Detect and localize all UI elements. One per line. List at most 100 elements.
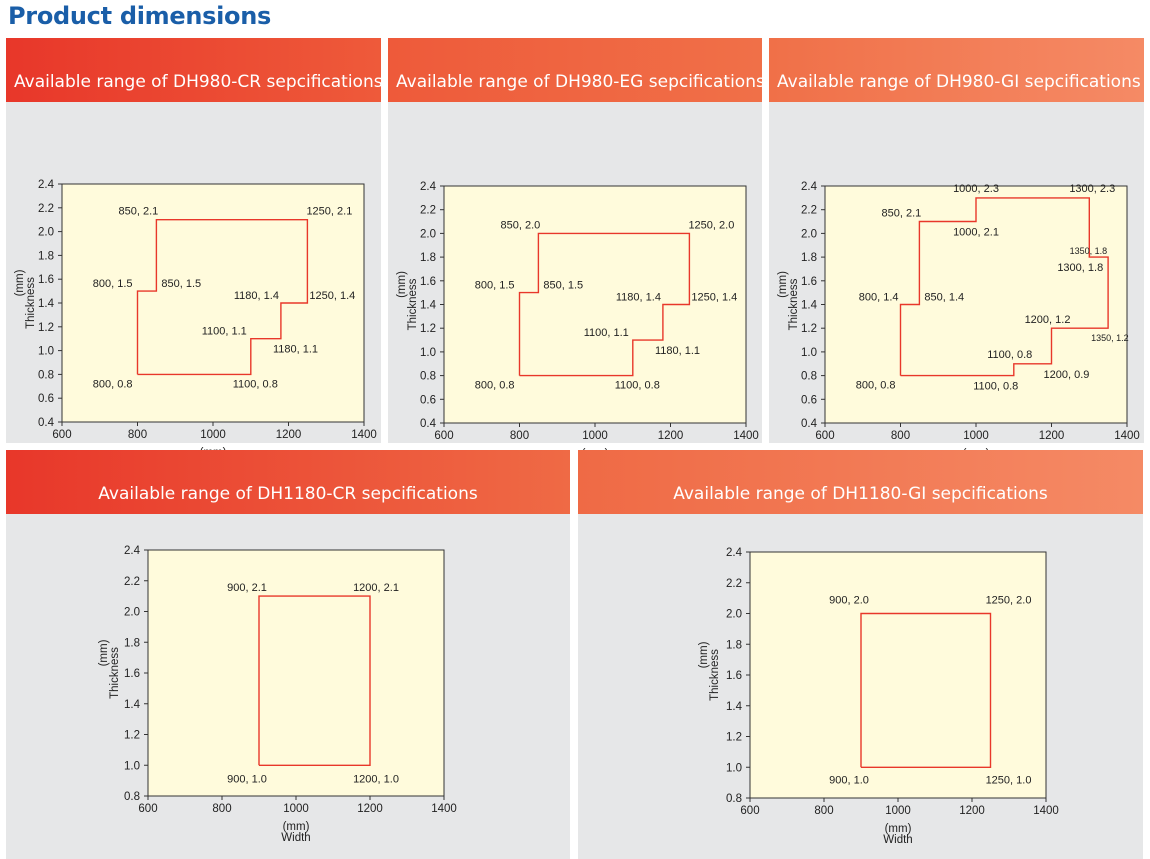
y-tick-label: 2.2 xyxy=(420,205,436,217)
y-tick-label: 1.2 xyxy=(420,323,436,335)
y-tick-label: 2.0 xyxy=(124,607,140,619)
y-axis-label: Thickness xyxy=(709,649,721,701)
y-tick-label: 2.0 xyxy=(420,228,436,240)
y-axis-label-unit: (mm) xyxy=(14,269,26,296)
point-label: 850, 2.1 xyxy=(118,206,158,218)
point-label: 1200, 1.2 xyxy=(1025,314,1071,326)
y-axis-label-unit: (mm) xyxy=(698,641,710,668)
y-tick-label: 1.0 xyxy=(420,347,436,359)
plot-area xyxy=(443,185,747,424)
y-tick-label: 1.6 xyxy=(801,276,817,288)
x-tick-label: 600 xyxy=(434,430,453,442)
point-label: 1250, 2.1 xyxy=(306,206,352,218)
range-outline xyxy=(860,612,992,768)
x-tick-label: 600 xyxy=(52,429,71,441)
x-tick-label: 1200 xyxy=(658,430,684,442)
point-label: 900, 1.0 xyxy=(227,773,267,785)
x-tick-label: 1400 xyxy=(1114,430,1140,442)
range-outline xyxy=(136,219,309,376)
y-tick-label: 2.2 xyxy=(726,578,742,590)
point-label: 1180, 1.1 xyxy=(655,345,700,357)
x-tick-label: 1000 xyxy=(885,805,911,817)
x-tick-label: 1000 xyxy=(582,430,608,442)
point-label: 1250, 1.4 xyxy=(309,290,355,302)
point-label: 850, 2.0 xyxy=(500,219,540,231)
chart-panel-dh1180-cr: Available range of DH1180-CR sepcificati… xyxy=(6,450,570,859)
y-axis-label-unit: (mm) xyxy=(98,639,110,666)
y-tick-label: 0.8 xyxy=(38,369,54,381)
point-label: 1100, 1.1 xyxy=(202,326,247,338)
range-outline xyxy=(258,595,371,766)
plot-area xyxy=(61,183,365,423)
y-tick-label: 1.2 xyxy=(38,322,54,334)
point-label: 850, 1.5 xyxy=(161,278,201,290)
y-tick-label: 1.8 xyxy=(124,637,140,649)
chart-header: Available range of DH980-EG sepcificatio… xyxy=(388,38,765,102)
y-tick-label: 2.4 xyxy=(801,181,818,193)
point-label: 1300, 1.8 xyxy=(1057,262,1103,274)
point-label: 1250, 1.0 xyxy=(986,774,1032,786)
point-label: 1100, 0.8 xyxy=(987,349,1032,361)
plot-area xyxy=(824,185,1128,424)
y-tick-label: 1.4 xyxy=(420,300,437,312)
chart-title: Available range of DH1180-CR sepcificati… xyxy=(98,484,478,504)
y-tick-label: 2.2 xyxy=(801,205,817,217)
y-tick-label: 0.8 xyxy=(124,791,140,803)
y-tick-label: 1.0 xyxy=(801,347,817,359)
chart-header: Available range of DH980-CR sepcificatio… xyxy=(6,38,383,102)
y-tick-label: 1.4 xyxy=(726,701,743,713)
y-tick-label: 2.4 xyxy=(726,547,743,559)
page-title: Product dimensions xyxy=(8,2,271,30)
y-tick-label: 0.8 xyxy=(801,371,817,383)
point-label: 900, 2.0 xyxy=(829,595,869,607)
x-tick-label: 600 xyxy=(740,805,759,817)
point-label: 1180, 1.4 xyxy=(234,290,279,302)
x-tick-label: 800 xyxy=(891,430,910,442)
chart-dh1180-gi: 0.8 1.0 1.2 1.4 1.6 1.8 2.0 2.2 2.4 600 800 1000 120… xyxy=(698,547,1059,846)
x-tick-label: 1200 xyxy=(959,805,985,817)
y-axis-label: Thickness xyxy=(109,647,121,699)
x-tick-label: 1200 xyxy=(357,803,383,815)
y-tick-label: 0.4 xyxy=(38,417,55,429)
point-label: 1300, 2.3 xyxy=(1069,183,1115,195)
y-tick-label: 1.6 xyxy=(38,274,54,286)
y-tick-label: 0.6 xyxy=(801,394,817,406)
point-label: 1100, 0.8 xyxy=(973,381,1018,393)
point-label: 1100, 0.8 xyxy=(615,380,660,392)
x-axis-label-unit: (mm) xyxy=(885,823,912,835)
x-tick-label: 1200 xyxy=(1039,430,1065,442)
point-label: 1250, 2.0 xyxy=(688,219,734,231)
point-label: 1250, 2.0 xyxy=(986,595,1032,607)
x-tick-label: 600 xyxy=(815,430,834,442)
point-label: 1100, 0.8 xyxy=(233,378,278,390)
y-tick-label: 0.8 xyxy=(726,793,742,805)
point-label: 900, 1.0 xyxy=(829,774,869,786)
y-tick-label: 1.8 xyxy=(420,252,436,264)
y-axis-label: Thickness xyxy=(407,278,419,330)
x-tick-label: 1400 xyxy=(733,430,759,442)
y-tick-label: 0.6 xyxy=(38,393,54,405)
point-label: 1000, 2.1 xyxy=(953,227,999,239)
chart-header: Available range of DH1180-GI sepcificati… xyxy=(578,450,1143,514)
y-tick-label: 0.8 xyxy=(420,371,436,383)
y-tick-label: 2.4 xyxy=(38,179,55,191)
y-tick-label: 1.8 xyxy=(38,250,54,262)
y-tick-label: 2.0 xyxy=(726,609,742,621)
point-label: 1250, 1.4 xyxy=(691,292,737,304)
y-tick-label: 1.2 xyxy=(726,732,742,744)
y-tick-label: 0.4 xyxy=(420,418,437,430)
point-label: 800, 1.5 xyxy=(475,280,515,292)
x-tick-label: 800 xyxy=(814,805,833,817)
y-tick-label: 1.6 xyxy=(420,276,436,288)
y-tick-label: 0.6 xyxy=(420,394,436,406)
point-label: 1000, 2.3 xyxy=(953,183,999,195)
x-tick-label: 1000 xyxy=(963,430,989,442)
y-tick-label: 2.2 xyxy=(38,203,54,215)
range-outline xyxy=(518,232,691,377)
y-axis-label: Thickness xyxy=(25,277,37,329)
y-tick-label: 2.4 xyxy=(420,181,437,193)
point-label: 800, 1.4 xyxy=(859,292,899,304)
x-tick-label: 800 xyxy=(510,430,529,442)
y-tick-label: 0.4 xyxy=(801,418,818,430)
x-tick-label: 1000 xyxy=(200,429,226,441)
